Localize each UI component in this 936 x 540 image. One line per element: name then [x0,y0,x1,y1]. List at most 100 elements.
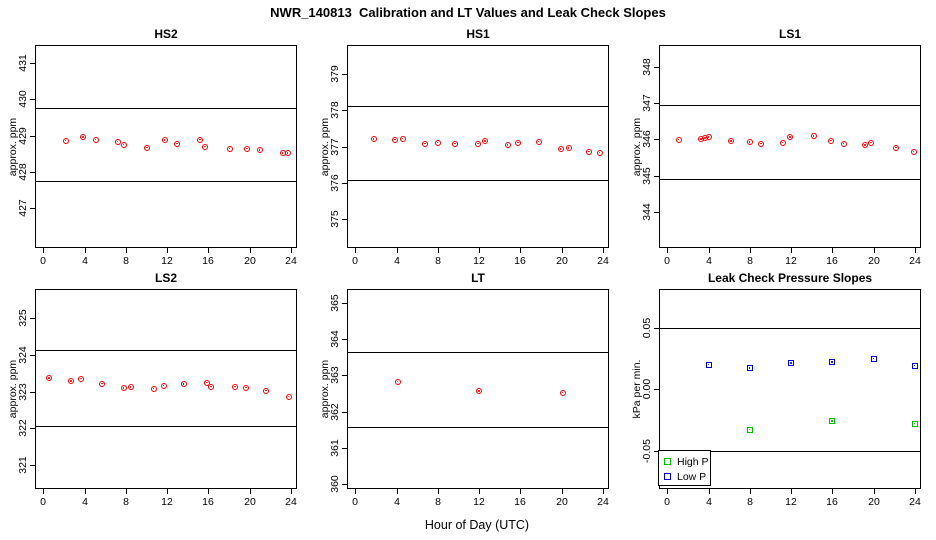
data-point [746,365,753,372]
data-point [779,139,786,146]
x-tick [709,248,710,253]
data-point-dot [707,363,709,366]
data-point-dot [895,146,897,149]
data-point-dot [454,142,456,145]
x-tick-label: 16 [202,255,214,267]
y-tick [342,484,347,485]
x-tick [832,248,833,253]
reference-line [660,179,920,180]
x-tick-label: 20 [868,496,880,508]
data-point [475,140,481,147]
data-point-dot [116,140,119,143]
data-point-dot [748,367,751,369]
reference-line [660,451,920,452]
x-tick-label: 12 [161,496,173,508]
x-tick [832,489,833,494]
x-tick [520,489,521,494]
data-point-dot [842,142,845,145]
reference-line [660,105,920,106]
x-tick-label: 8 [747,496,753,508]
y-tick-label: 375 [329,210,341,228]
legend-label: Low P [677,470,707,483]
y-tick [342,303,347,304]
x-tick [562,489,563,494]
y-axis-label: approx. ppm [319,359,331,419]
y-axis-label: approx. ppm [7,359,19,419]
data-point [559,389,566,396]
data-point-dot [436,141,439,144]
reference-line [348,427,608,428]
y-tick [342,448,347,449]
data-point [434,139,441,146]
data-point [557,146,564,153]
x-tick [750,248,751,253]
data-point-dot [162,384,165,386]
data-point [120,385,127,392]
y-tick-label: 322 [17,419,29,437]
x-tick [791,248,792,253]
plot-area [35,45,297,248]
data-point [422,140,429,147]
data-point-dot [424,142,426,145]
data-point-dot [748,428,751,431]
data-point [161,137,168,144]
data-point-dot [82,136,84,138]
x-axis-title: Hour of Day (UTC) [424,518,530,532]
data-point [150,385,157,392]
data-point-dot [286,152,289,154]
y-tick [342,74,347,75]
y-axis-label: kPa per min. [631,359,643,419]
data-point [144,144,151,151]
data-point-dot [870,141,872,143]
x-tick [874,489,875,494]
data-point [202,143,209,150]
data-point [870,355,877,362]
y-tick-label: -0.05 [641,439,653,463]
data-point [284,150,291,157]
x-tick-label: 8 [123,255,129,267]
data-point [127,384,134,391]
data-point [62,137,69,144]
data-point-dot [872,357,875,360]
x-tick [85,248,86,253]
y-tick-label: 430 [17,90,29,108]
legend: High P Low P [658,450,711,486]
panel-title: Leak Check Pressure Slopes [707,271,873,285]
data-point [68,378,75,385]
data-point-dot [265,389,267,392]
data-point [394,378,401,385]
panel-title: LT [471,271,485,285]
data-point [829,418,836,425]
data-point [910,148,917,155]
data-point-dot [477,142,479,145]
x-tick-label: 0 [352,496,358,508]
data-point [370,136,377,143]
reference-line [36,426,296,427]
x-tick-label: 24 [597,255,609,267]
data-point-dot [704,137,706,139]
data-point [675,136,682,143]
data-point-dot [152,387,155,390]
y-axis-label: approx. ppm [631,117,643,176]
data-point [535,138,542,145]
x-tick [438,489,439,494]
y-tick [654,451,659,452]
data-point-dot [831,361,833,363]
x-tick-label: 24 [285,255,297,267]
data-point-dot [101,382,103,385]
legend-marker-square [664,473,671,480]
data-point-dot [700,138,702,140]
data-point-dot [245,386,247,389]
y-tick-label: 364 [329,330,341,348]
data-point-dot [484,140,486,142]
y-tick [30,208,35,209]
y-tick-label: 365 [329,294,341,312]
y-tick [654,389,659,390]
data-point-dot [64,139,67,142]
data-point-dot [831,420,833,422]
data-point [504,142,511,149]
data-point [828,137,835,144]
x-tick [355,248,356,253]
y-tick-label: 325 [17,309,29,327]
